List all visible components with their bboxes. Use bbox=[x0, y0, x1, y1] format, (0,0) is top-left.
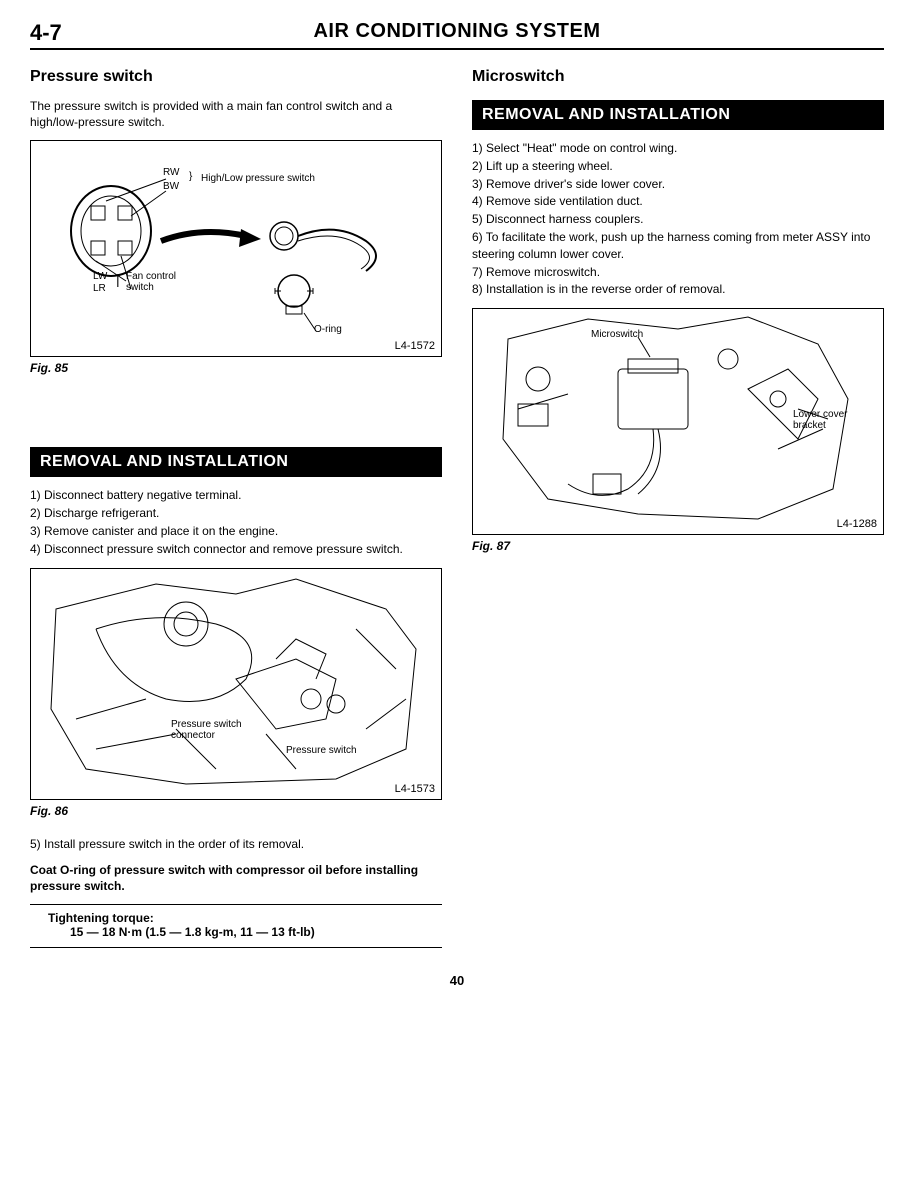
figure-86: Pressure switch connector Pressure switc… bbox=[30, 568, 442, 800]
fig87-ms: Microswitch bbox=[591, 329, 643, 340]
right-column: Microswitch REMOVAL AND INSTALLATION 1) … bbox=[472, 68, 884, 948]
step-b4: 4) Remove side ventilation duct. bbox=[472, 193, 884, 210]
fig85-code: L4-1572 bbox=[395, 340, 435, 352]
figure-85: RW BW } High/Low pressure switch LW LR |… bbox=[30, 140, 442, 357]
fig86-caption: Fig. 86 bbox=[30, 804, 442, 818]
fig85-lw: LW bbox=[93, 271, 107, 282]
torque-label: Tightening torque: bbox=[48, 911, 434, 925]
fig85-brace2: | bbox=[116, 271, 120, 287]
step-a4: 4) Disconnect pressure switch connector … bbox=[30, 541, 442, 558]
step-b6: 6) To facilitate the work, push up the h… bbox=[472, 229, 884, 263]
figure-87: Microswitch Lower cover bracket L4-1288 bbox=[472, 308, 884, 535]
torque-value: 15 — 18 N·m (1.5 — 1.8 kg-m, 11 — 13 ft-… bbox=[48, 925, 434, 939]
left-column: Pressure switch The pressure switch is p… bbox=[30, 68, 442, 948]
steps-right: 1) Select "Heat" mode on control wing. 2… bbox=[472, 140, 884, 298]
step-a1: 1) Disconnect battery negative terminal. bbox=[30, 487, 442, 504]
fig85-brace1: } bbox=[189, 171, 192, 182]
pressure-switch-heading: Pressure switch bbox=[30, 68, 442, 86]
fig86-ps: Pressure switch bbox=[286, 745, 357, 756]
step-b7: 7) Remove microswitch. bbox=[472, 264, 884, 281]
step-a5: 5) Install pressure switch in the order … bbox=[30, 836, 442, 852]
steps-left-a: 1) Disconnect battery negative terminal.… bbox=[30, 487, 442, 557]
microswitch-heading: Microswitch bbox=[472, 68, 884, 86]
fig86-code: L4-1573 bbox=[395, 783, 435, 795]
fig87-lcb: Lower cover bracket bbox=[793, 409, 847, 431]
fig87-code: L4-1288 bbox=[837, 518, 877, 530]
step-b2: 2) Lift up a steering wheel. bbox=[472, 158, 884, 175]
oring-note: Coat O-ring of pressure switch with comp… bbox=[30, 862, 442, 894]
step-b1: 1) Select "Heat" mode on control wing. bbox=[472, 140, 884, 157]
step-a2: 2) Discharge refrigerant. bbox=[30, 505, 442, 522]
fig85-bw: BW bbox=[163, 181, 179, 192]
page-header: 4-7 AIR CONDITIONING SYSTEM bbox=[30, 20, 884, 50]
step-b8: 8) Installation is in the reverse order … bbox=[472, 281, 884, 298]
step-b3: 3) Remove driver's side lower cover. bbox=[472, 176, 884, 193]
page-title: AIR CONDITIONING SYSTEM bbox=[150, 20, 764, 46]
fig85-rw: RW bbox=[163, 167, 179, 178]
fig85-hl: High/Low pressure switch bbox=[201, 173, 315, 184]
fig85-fc: Fan control switch bbox=[126, 271, 176, 293]
fig85-lr: LR bbox=[93, 283, 106, 294]
step-b5: 5) Disconnect harness couplers. bbox=[472, 211, 884, 228]
torque-spec: Tightening torque: 15 — 18 N·m (1.5 — 1.… bbox=[30, 904, 442, 948]
fig85-caption: Fig. 85 bbox=[30, 361, 442, 375]
fig85-oring: O-ring bbox=[314, 324, 342, 335]
step-a3: 3) Remove canister and place it on the e… bbox=[30, 523, 442, 540]
pressure-intro: The pressure switch is provided with a m… bbox=[30, 98, 442, 130]
page-number: 4-7 bbox=[30, 20, 150, 46]
removal-bar-right: REMOVAL AND INSTALLATION bbox=[472, 100, 884, 130]
removal-bar-left: REMOVAL AND INSTALLATION bbox=[30, 447, 442, 477]
fig86-psc: Pressure switch connector bbox=[171, 719, 242, 741]
fig87-caption: Fig. 87 bbox=[472, 539, 884, 553]
footer-page-number: 40 bbox=[30, 973, 884, 988]
